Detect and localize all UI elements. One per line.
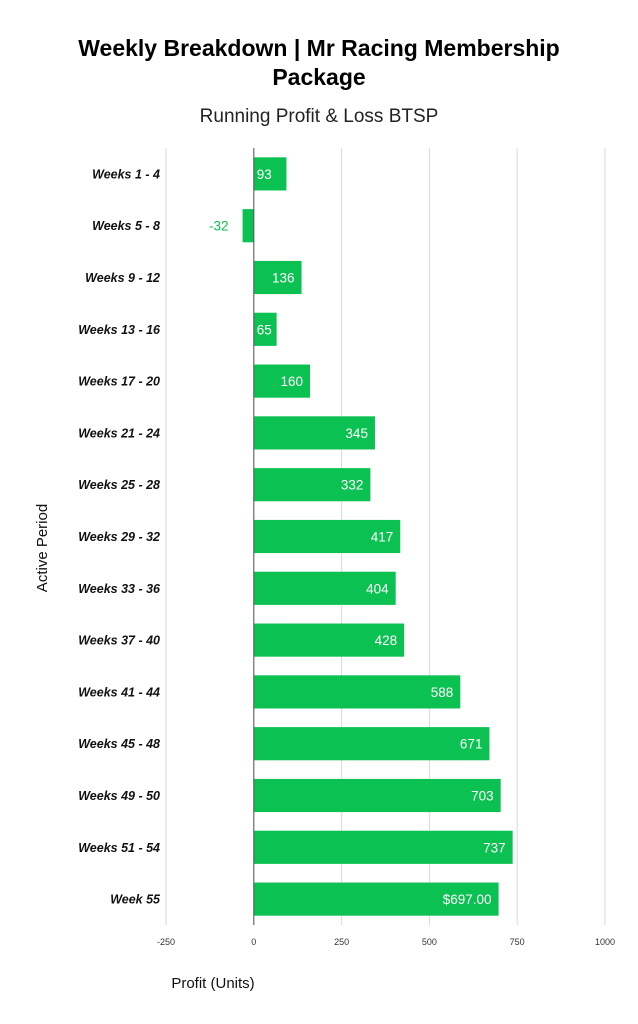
x-axis-title: Profit (Units) xyxy=(171,975,254,992)
y-axis-title: Active Period xyxy=(34,504,51,592)
bar xyxy=(253,157,287,191)
data-label: 703 xyxy=(471,789,494,804)
category-label: Weeks 33 - 36 xyxy=(78,582,161,596)
bars xyxy=(242,157,513,916)
category-label: Weeks 41 - 44 xyxy=(78,685,160,699)
category-label: Weeks 37 - 40 xyxy=(78,634,160,648)
category-label: Week 55 xyxy=(110,893,161,907)
data-label: 65 xyxy=(257,322,272,337)
category-label: Weeks 45 - 48 xyxy=(78,737,160,751)
category-label: Weeks 51 - 54 xyxy=(78,841,160,855)
data-label: 588 xyxy=(431,685,454,700)
category-label: Weeks 9 - 12 xyxy=(85,271,160,285)
data-label: 332 xyxy=(341,478,364,493)
category-label: Weeks 25 - 28 xyxy=(78,478,160,492)
bar xyxy=(253,882,499,916)
data-label: 417 xyxy=(371,530,394,545)
x-tick-label: 500 xyxy=(422,937,437,947)
chart-title-line-2: Package xyxy=(272,64,365,90)
bar xyxy=(253,778,501,813)
bar xyxy=(253,675,461,709)
data-label: 136 xyxy=(272,271,295,286)
data-label: 737 xyxy=(483,840,506,855)
data-labels: 93 -32 136 65 160 345 332 417 404 428 588 671 703 737… xyxy=(209,167,506,907)
chart-title-line-1: Weekly Breakdown | Mr Racing Membership xyxy=(78,35,559,61)
category-label: Weeks 5 - 8 xyxy=(92,219,160,233)
category-label: Weeks 49 - 50 xyxy=(78,789,160,803)
bar xyxy=(253,260,302,295)
data-label: 345 xyxy=(345,426,368,441)
bar xyxy=(253,519,401,554)
x-tick-label: 250 xyxy=(334,937,349,947)
x-tick-label: -250 xyxy=(157,937,175,947)
bar xyxy=(253,623,405,657)
bar xyxy=(253,416,375,450)
x-tick-label: 1000 xyxy=(595,937,615,947)
bar xyxy=(253,571,396,605)
data-label: 404 xyxy=(366,581,389,596)
x-tick-label: 750 xyxy=(510,937,525,947)
category-label: Weeks 13 - 16 xyxy=(78,323,161,337)
data-label: 160 xyxy=(280,374,303,389)
bar xyxy=(253,312,277,346)
category-label: Weeks 17 - 20 xyxy=(78,375,160,389)
data-label: -32 xyxy=(209,219,229,234)
bar xyxy=(253,727,490,761)
category-label: Weeks 21 - 24 xyxy=(78,426,160,440)
bar xyxy=(242,209,254,243)
data-label: 93 xyxy=(257,167,272,182)
bar xyxy=(253,468,371,502)
x-tick-label: 0 xyxy=(251,937,256,947)
bar xyxy=(253,364,310,398)
bar xyxy=(253,830,513,864)
category-label: Weeks 1 - 4 xyxy=(92,167,160,181)
data-label: $697.00 xyxy=(443,892,492,907)
chart-subtitle: Running Profit & Loss BTSP xyxy=(200,106,439,127)
x-tick-labels: -250 0 250 500 750 1000 xyxy=(157,937,615,947)
data-label: 428 xyxy=(375,633,398,648)
data-label: 671 xyxy=(460,737,483,752)
category-labels: Weeks 1 - 4 Weeks 5 - 8 Weeks 9 - 12 Weeks … xyxy=(78,167,161,906)
category-label: Weeks 29 - 32 xyxy=(78,530,160,544)
